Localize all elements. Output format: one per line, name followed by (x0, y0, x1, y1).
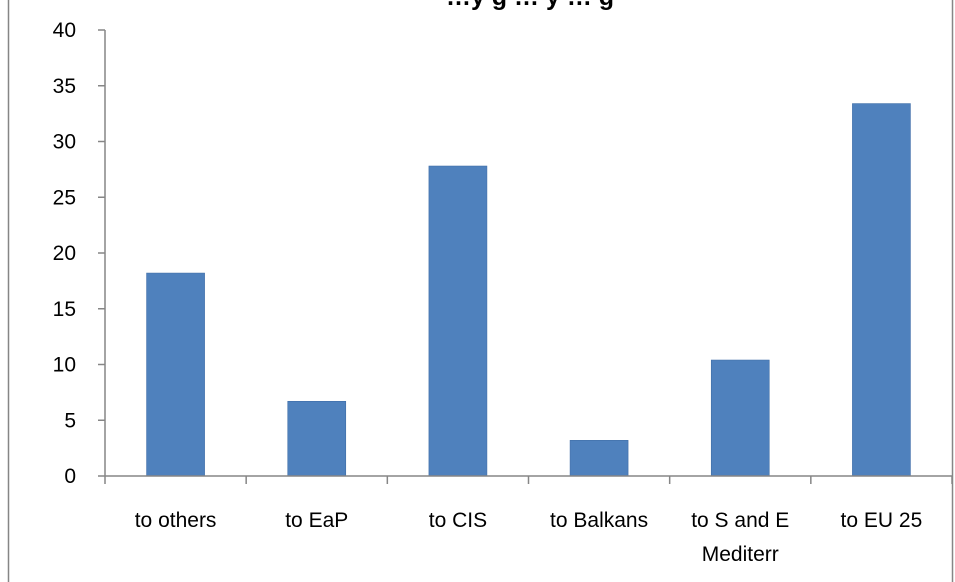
y-tick-label: 35 (53, 75, 76, 98)
x-tick-label: to others (135, 509, 217, 532)
x-tick-label: to CIS (429, 509, 487, 532)
y-tick-label: 15 (53, 298, 76, 321)
x-axis: to others to EaP to CIS to Balkans to S and … (104, 475, 953, 566)
bar (710, 359, 770, 477)
y-tick-label: 20 (53, 242, 76, 265)
y-tick-label: 5 (64, 409, 76, 432)
y-tick-label: 30 (53, 131, 76, 154)
y-tick-label: 25 (53, 186, 76, 209)
bar (287, 400, 347, 477)
bar (146, 272, 205, 477)
x-tick-label: to EU 25 (841, 509, 923, 532)
y-axis: 0 5 10 15 20 25 30 35 40 (53, 19, 106, 488)
x-tick-label: to Balkans (550, 509, 648, 532)
x-tick-label: to S and E Mediterr (691, 509, 789, 566)
chart-title-group: …y g … y … g (446, 0, 614, 11)
chart-title: …y g … y … g (446, 0, 614, 11)
bars (146, 103, 911, 477)
x-tick-label: to EaP (285, 509, 348, 532)
y-tick-label: 10 (53, 354, 76, 377)
chart-frame (7, 0, 954, 582)
bar (428, 165, 488, 477)
y-tick-label: 40 (53, 19, 76, 42)
bar (852, 103, 911, 477)
y-tick-label: 0 (64, 465, 76, 488)
bar (569, 440, 629, 477)
